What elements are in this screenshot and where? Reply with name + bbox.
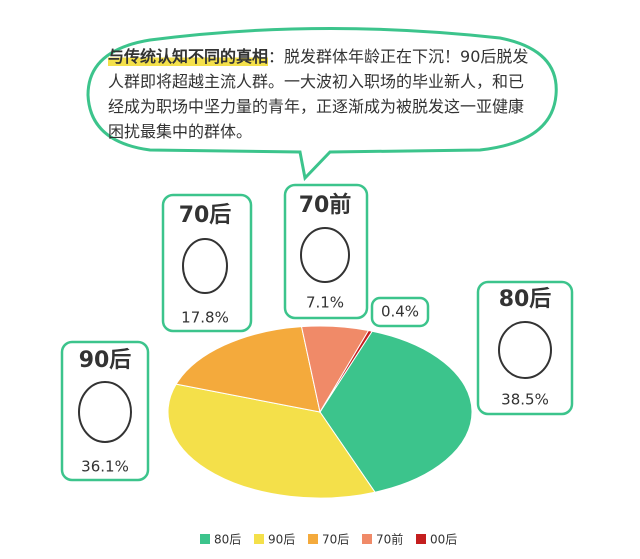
face-icon [182,238,228,294]
legend-label: 70前 [376,532,403,547]
legend-label: 80后 [214,533,241,547]
legend-label: 90后 [268,533,295,547]
face-icon [498,321,552,379]
legend-label: 00后 [430,533,457,547]
pie-slice [175,326,321,413]
pie-slice [319,330,473,493]
callout-label: 80后 [499,287,552,312]
value-label: 38.5% [501,391,549,409]
legend-swatch [254,534,264,544]
legend-swatch [416,534,426,544]
face-icon [78,381,132,443]
body-text: ：脱发群体年龄正在下沉！90后脱发人群即将超越主流人群。一大波初入职场的毕业新人… [108,47,529,141]
face-icon [300,227,350,283]
legend-swatch [200,534,210,544]
pie-slice [319,329,373,413]
callouts [60,183,574,482]
value-label: 17.8% [181,309,229,327]
callout-label: 70后 [179,203,232,228]
pie-slice [167,383,376,499]
legend-swatch [362,534,372,544]
value-label: 0.4% [381,303,419,321]
legend-label: 70后 [322,533,349,547]
legend-swatch [308,534,318,544]
value-label: 36.1% [81,458,129,476]
value-label: 7.1% [306,294,344,312]
bubble-text: 与传统认知不同的真相：脱发群体年龄正在下沉！90后脱发人群即将超越主流人群。一大… [108,44,536,144]
headline: 与传统认知不同的真相 [108,47,269,66]
callout-label: 70前 [299,192,352,218]
callout-box [370,296,430,328]
callout-label: 90后 [79,348,132,373]
